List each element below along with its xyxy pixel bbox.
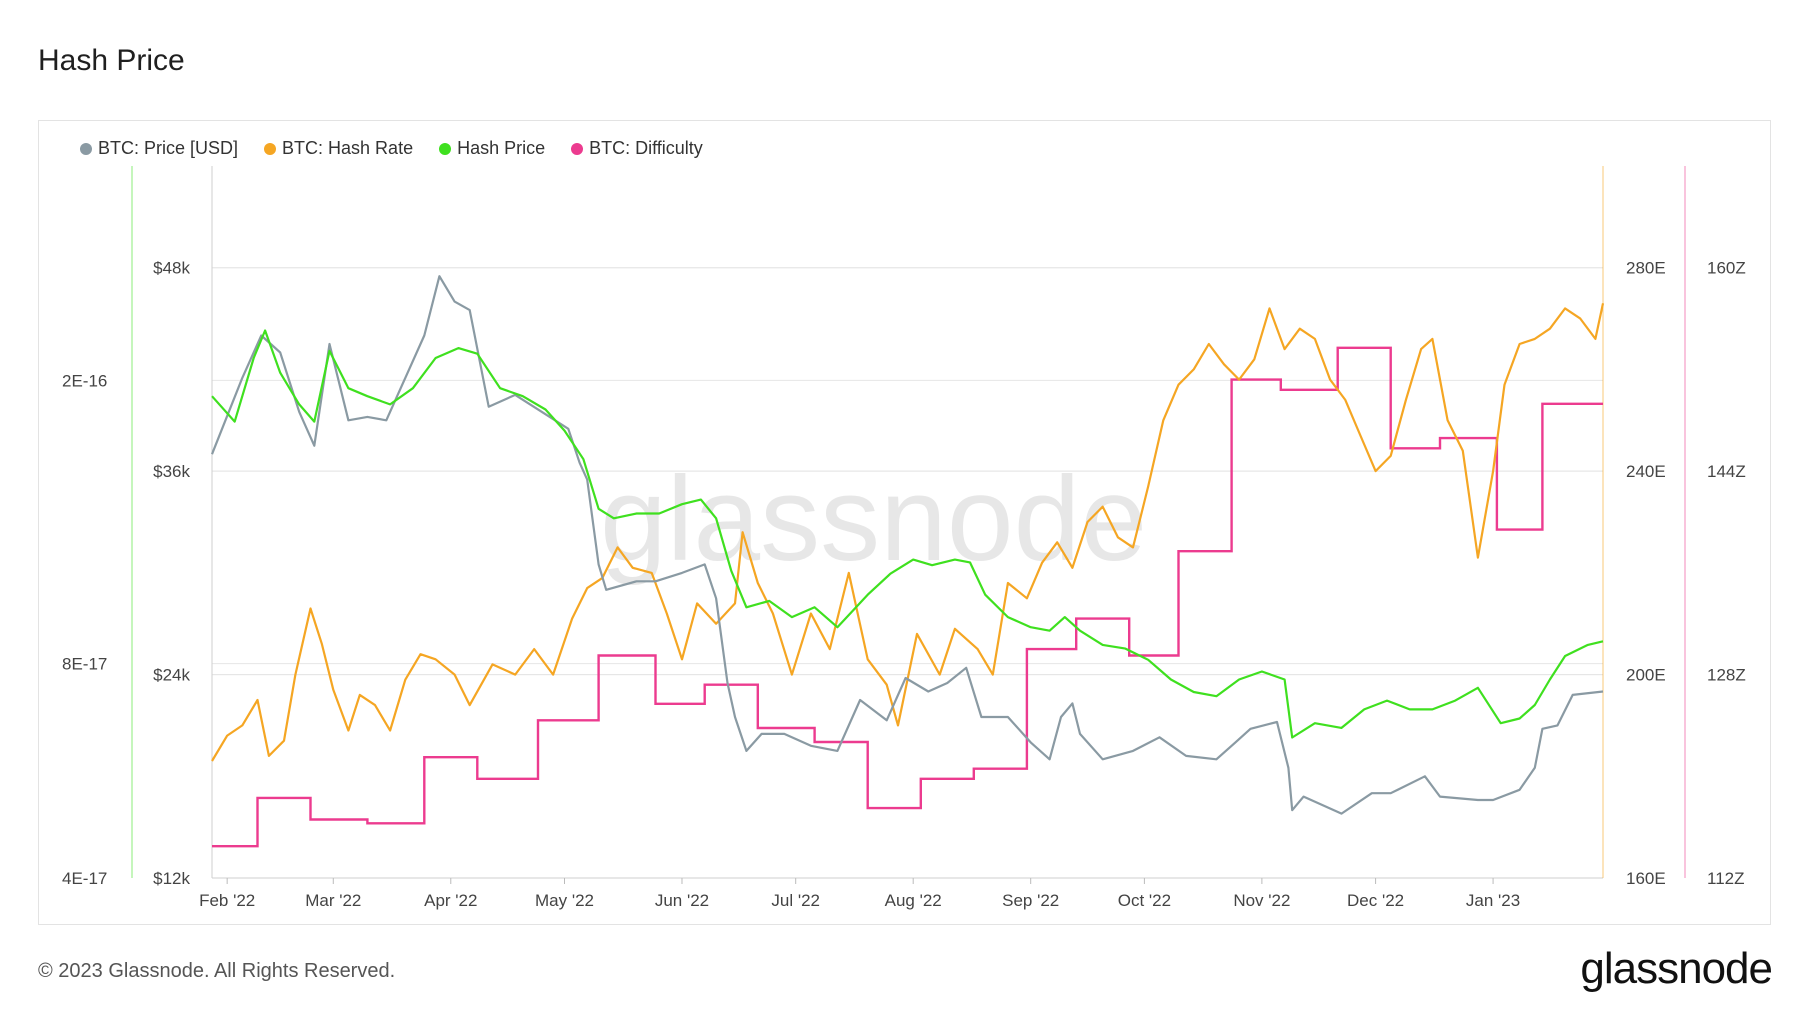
legend-item-hashprice[interactable]: Hash Price bbox=[439, 138, 545, 159]
price-tick-label: $12k bbox=[153, 869, 190, 888]
x-tick-label: Aug '22 bbox=[885, 891, 942, 910]
difficulty-tick-label: 128Z bbox=[1707, 666, 1746, 685]
legend-label-hashprice: Hash Price bbox=[457, 138, 546, 158]
legend-label-hashrate: BTC: Hash Rate bbox=[282, 138, 414, 158]
footer-logo: glassnode bbox=[1580, 944, 1773, 993]
difficulty-tick-label: 144Z bbox=[1707, 462, 1746, 481]
x-tick-label: Oct '22 bbox=[1118, 891, 1171, 910]
x-tick-label: Nov '22 bbox=[1233, 891, 1290, 910]
legend-label-price: BTC: Price [USD] bbox=[98, 138, 239, 158]
series-lines bbox=[210, 275, 1605, 848]
hashrate-tick-label: 200E bbox=[1626, 666, 1666, 685]
series-line-hashrate bbox=[211, 303, 1605, 762]
difficulty-tick-label: 160Z bbox=[1707, 259, 1746, 278]
series-line-price bbox=[210, 275, 1604, 815]
legend-item-hashrate[interactable]: BTC: Hash Rate bbox=[264, 138, 413, 159]
series-line-difficulty bbox=[212, 346, 1603, 848]
legend-dot-difficulty bbox=[571, 142, 584, 155]
footer-copyright: © 2023 Glassnode. All Rights Reserved. bbox=[38, 960, 396, 982]
hashrate-tick-label: 160E bbox=[1626, 869, 1666, 888]
price-tick-label: $24k bbox=[153, 666, 190, 685]
x-tick-label: Apr '22 bbox=[424, 891, 477, 910]
difficulty-tick-label: 112Z bbox=[1707, 869, 1745, 888]
x-tick-label: Dec '22 bbox=[1347, 891, 1404, 910]
hashrate-tick-label: 240E bbox=[1626, 462, 1666, 481]
x-tick-label: Jan '23 bbox=[1466, 891, 1520, 910]
hashprice-tick-label: 2E-16 bbox=[62, 371, 107, 390]
x-tick-label: Jun '22 bbox=[655, 891, 709, 910]
price-tick-label: $48k bbox=[153, 259, 190, 278]
price-tick-label: $36k bbox=[153, 462, 190, 481]
legend-label-difficulty: BTC: Difficulty bbox=[589, 138, 703, 158]
chart-frame bbox=[38, 120, 1771, 925]
legend-item-difficulty[interactable]: BTC: Difficulty bbox=[571, 138, 703, 159]
legend: BTC: Price [USD] BTC: Hash Rate Hash Pri… bbox=[80, 138, 703, 159]
legend-dot-hashrate bbox=[264, 142, 277, 155]
x-tick-label: May '22 bbox=[535, 891, 594, 910]
hashrate-tick-label: 280E bbox=[1626, 259, 1666, 278]
x-tick-label: Sep '22 bbox=[1002, 891, 1059, 910]
x-tick-label: Mar '22 bbox=[305, 891, 361, 910]
x-tick-label: Jul '22 bbox=[771, 891, 820, 910]
hashprice-tick-label: 4E-17 bbox=[62, 869, 107, 888]
hashprice-tick-label: 8E-17 bbox=[62, 655, 107, 674]
legend-item-price[interactable]: BTC: Price [USD] bbox=[80, 138, 238, 159]
page-title: Hash Price bbox=[38, 44, 185, 77]
legend-dot-hashprice bbox=[439, 142, 452, 155]
tick-labels: 4E-17 8E-17 2E-16 $12k $24k $36k $48k 160E 200E 2… bbox=[62, 259, 1746, 910]
watermark-text: glassnode bbox=[600, 452, 1147, 586]
x-tick-label: Feb '22 bbox=[199, 891, 255, 910]
legend-dot-price bbox=[80, 142, 92, 155]
series-line-hashprice bbox=[211, 329, 1604, 739]
